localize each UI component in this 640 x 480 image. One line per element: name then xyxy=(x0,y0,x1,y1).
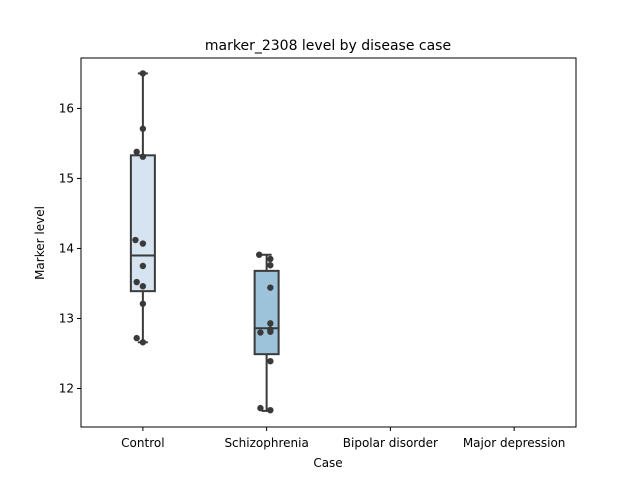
plot-area xyxy=(129,70,280,414)
y-axis-ticks: 12 13 14 15 16 xyxy=(59,101,81,395)
data-point xyxy=(267,406,274,414)
data-point xyxy=(133,148,140,156)
data-point xyxy=(267,284,274,291)
y-tick-label: 15 xyxy=(59,171,74,185)
data-point xyxy=(139,153,147,160)
box-iqr xyxy=(253,269,280,356)
data-point xyxy=(267,255,274,263)
point-group xyxy=(256,251,274,414)
axes-frame xyxy=(80,57,577,428)
data-point xyxy=(257,329,264,336)
data-point xyxy=(139,70,147,77)
data-point xyxy=(139,125,147,132)
x-tick-label: Control xyxy=(121,436,164,450)
x-tick-label: Major depression xyxy=(463,436,566,450)
data-point xyxy=(256,251,263,258)
y-axis-label: Marker level xyxy=(33,206,47,280)
x-axis-label: Case xyxy=(313,456,342,470)
data-point xyxy=(133,334,140,342)
data-point xyxy=(267,328,274,335)
x-tick-label: Bipolar disorder xyxy=(343,436,438,450)
point-group xyxy=(132,70,147,346)
data-point xyxy=(139,262,147,270)
data-point xyxy=(139,240,147,247)
box-iqr xyxy=(129,154,156,293)
chart-title: marker_2308 level by disease case xyxy=(205,38,451,54)
data-point xyxy=(267,357,274,365)
data-point xyxy=(139,283,147,290)
y-tick-label: 13 xyxy=(59,311,74,325)
data-point xyxy=(267,320,274,327)
data-point xyxy=(139,339,147,346)
data-point xyxy=(139,300,147,307)
data-point xyxy=(257,404,264,412)
box-group xyxy=(253,253,280,412)
data-point xyxy=(132,236,139,244)
x-tick-label: Schizophrenia xyxy=(224,436,308,450)
y-tick-label: 14 xyxy=(59,241,74,255)
y-tick-label: 12 xyxy=(59,381,74,395)
x-axis-ticks: Control Schizophrenia Bipolar disorder Majo… xyxy=(121,427,565,450)
y-tick-label: 16 xyxy=(59,101,74,115)
data-point xyxy=(133,278,140,286)
data-point xyxy=(267,262,274,269)
